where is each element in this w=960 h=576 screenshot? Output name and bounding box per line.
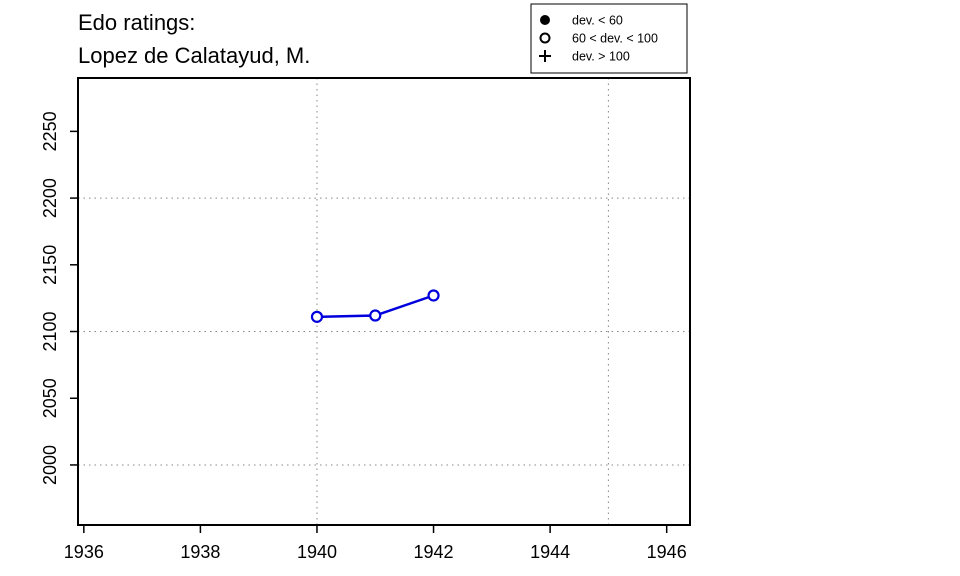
legend-label: dev. > 100 [572, 50, 630, 64]
data-point [310, 310, 324, 323]
y-tick-label: 2000 [40, 445, 60, 485]
data-point [369, 309, 382, 322]
legend-label: 60 < dev. < 100 [572, 32, 658, 46]
data-series [310, 289, 440, 323]
legend-marker-filled-circle [540, 15, 550, 25]
legend-label: dev. < 60 [572, 14, 623, 28]
y-tick-label: 2100 [40, 311, 60, 351]
y-tick-label: 2050 [40, 378, 60, 418]
chart-subtitle: Lopez de Calatayud, M. [78, 43, 310, 68]
grid-lines [78, 78, 690, 525]
x-tick-label: 1938 [180, 542, 220, 562]
y-axis: 2000 2050 2100 2150 2200 2250 [40, 111, 78, 485]
y-tick-label: 2200 [40, 178, 60, 218]
x-tick-label: 1940 [297, 542, 337, 562]
x-axis: 1936 1938 1940 1942 1944 1946 [64, 525, 687, 562]
y-tick-label: 2250 [40, 111, 60, 151]
legend-marker-open-circle [539, 32, 551, 44]
plot-frame [77, 77, 691, 526]
x-tick-label: 1944 [530, 542, 570, 562]
x-tick-label: 1946 [647, 542, 687, 562]
y-tick-label: 2150 [40, 245, 60, 285]
x-tick-label: 1942 [414, 542, 454, 562]
legend-box [530, 3, 688, 74]
chart-title: Edo ratings: [78, 10, 195, 35]
x-tick-label: 1936 [64, 542, 104, 562]
legend-marker-plus [539, 50, 551, 62]
legend: dev. < 60 60 < dev. < 100 dev. > 100 [530, 3, 688, 74]
data-point [427, 289, 440, 302]
